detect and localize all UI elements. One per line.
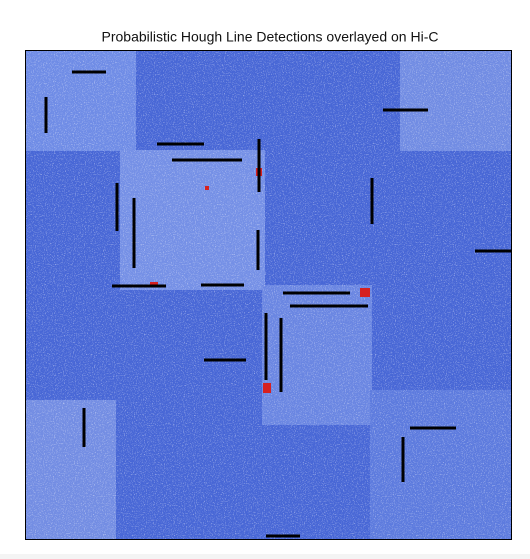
chart-title: Probabilistic Hough Line Detections over…	[102, 29, 439, 45]
heatmap	[26, 51, 511, 539]
plot-frame	[25, 50, 512, 540]
hotspot	[205, 186, 209, 190]
hotspot	[360, 288, 370, 297]
heatmap-noise	[26, 51, 511, 539]
hotspot	[263, 383, 271, 393]
detected-lines	[44, 70, 511, 538]
